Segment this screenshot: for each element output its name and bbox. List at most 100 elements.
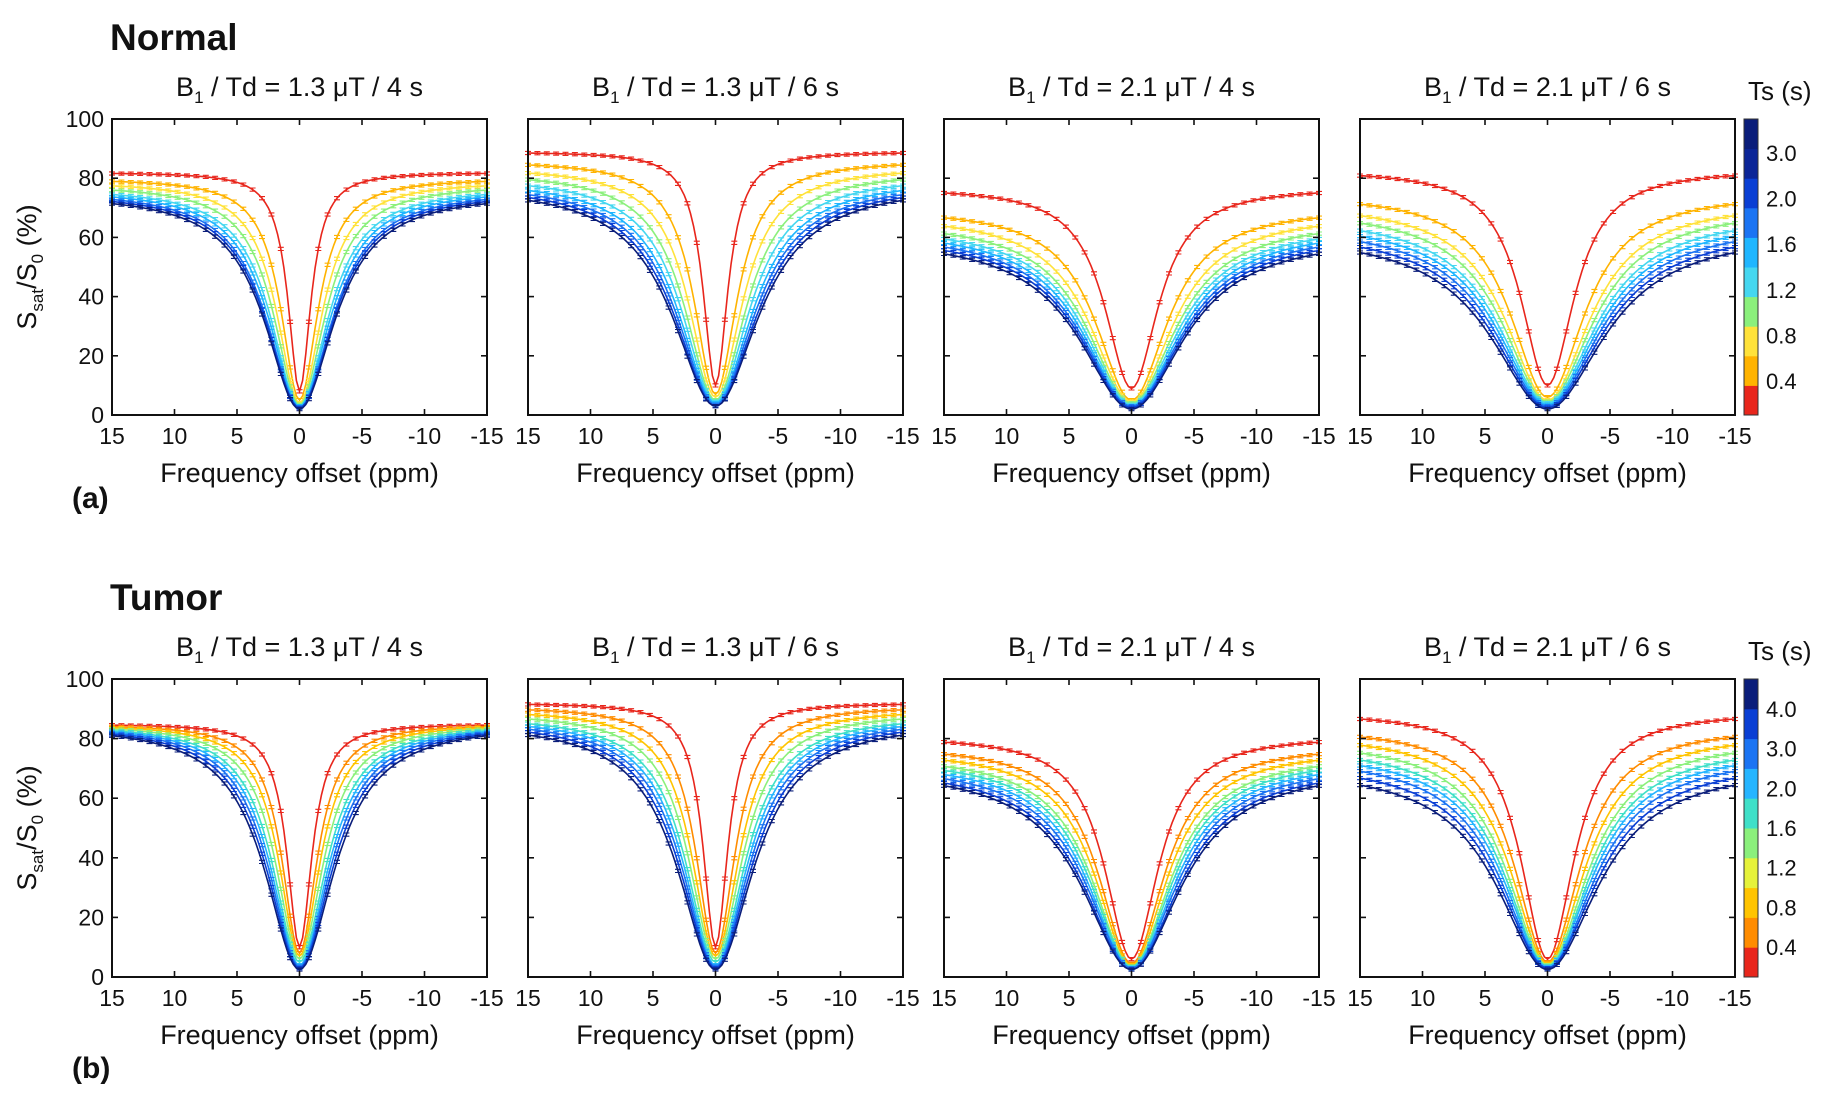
y-tick-label: 60 <box>78 224 104 250</box>
data-point-errorbar <box>1488 858 1495 863</box>
data-point-errorbar <box>184 184 190 189</box>
x-tick-label: 5 <box>647 423 660 449</box>
data-point-errorbar <box>950 225 957 230</box>
data-point-errorbar <box>1044 792 1051 797</box>
data-point-errorbar <box>1488 310 1495 315</box>
data-point-errorbar <box>1469 748 1476 754</box>
data-point-errorbar <box>1619 844 1626 850</box>
data-point-errorbar <box>437 172 444 177</box>
series-line <box>527 722 904 964</box>
data-point-errorbar <box>562 206 569 211</box>
data-point-errorbar <box>618 229 625 235</box>
data-point-errorbar <box>562 151 569 157</box>
data-point-errorbar <box>1600 317 1607 322</box>
data-point-errorbar <box>1034 819 1041 824</box>
data-point-errorbar <box>665 824 672 829</box>
data-point-errorbar <box>628 769 635 775</box>
data-point-errorbar <box>628 751 635 756</box>
data-point-errorbar <box>778 778 785 783</box>
data-point-errorbar <box>249 798 256 804</box>
data-point-errorbar <box>1694 176 1701 182</box>
data-point-errorbar <box>806 234 813 240</box>
subplot-title-sub: 1 <box>1442 88 1451 107</box>
colorbar-tick-label: 2.0 <box>1766 776 1797 801</box>
data-point-errorbar <box>1259 254 1266 260</box>
data-point-errorbar <box>193 757 200 762</box>
data-point-errorbar <box>1525 394 1532 399</box>
data-point-errorbar <box>1250 198 1257 203</box>
data-point-errorbar <box>1269 232 1276 237</box>
data-point-errorbar <box>1025 203 1032 208</box>
data-point-errorbar <box>1403 263 1410 268</box>
data-point-errorbar <box>1016 200 1022 205</box>
data-point-errorbar <box>1432 762 1438 767</box>
data-point-errorbar <box>174 748 181 753</box>
data-point-errorbar <box>778 268 785 273</box>
data-point-errorbar <box>1460 802 1467 807</box>
data-point-errorbar <box>1703 205 1710 211</box>
data-point-errorbar <box>1203 832 1210 837</box>
x-tick-label: 5 <box>1063 985 1076 1011</box>
data-point-errorbar <box>268 771 275 776</box>
data-point-errorbar <box>324 841 331 847</box>
data-point-errorbar <box>562 182 569 187</box>
data-point-errorbar <box>581 212 588 217</box>
data-point-errorbar <box>571 183 578 189</box>
data-point-errorbar <box>1006 795 1013 800</box>
series-ts-0-8 <box>525 707 906 956</box>
data-point-errorbar <box>371 751 378 757</box>
data-point-errorbar <box>609 172 616 177</box>
data-point-errorbar <box>174 214 181 219</box>
data-point-errorbar <box>646 801 653 806</box>
data-point-errorbar <box>324 341 331 346</box>
data-point-errorbar <box>806 767 813 772</box>
data-point-errorbar <box>806 229 813 235</box>
data-point-errorbar <box>390 759 397 764</box>
data-point-errorbar <box>1306 238 1313 243</box>
data-point-errorbar <box>571 152 578 157</box>
data-point-errorbar <box>665 283 672 289</box>
data-point-errorbar <box>646 786 653 791</box>
data-point-errorbar <box>815 204 822 209</box>
data-point-errorbar <box>1619 828 1626 833</box>
data-point-errorbar <box>212 728 219 733</box>
data-point-errorbar <box>1203 768 1210 774</box>
x-tick-label: 0 <box>293 423 306 449</box>
data-point-errorbar <box>1297 234 1304 239</box>
data-point-errorbar <box>637 726 644 731</box>
data-point-errorbar <box>997 235 1004 240</box>
x-tick-label: 10 <box>1410 985 1436 1011</box>
data-point-errorbar <box>1394 242 1401 247</box>
data-point-errorbar <box>249 832 256 837</box>
data-point-errorbar <box>834 216 841 222</box>
data-point-errorbar <box>240 736 247 741</box>
data-point-errorbar <box>1366 230 1373 235</box>
data-point-errorbar <box>1184 860 1191 866</box>
data-point-errorbar <box>778 746 785 751</box>
series-line <box>943 753 1320 965</box>
data-point-errorbar <box>1638 190 1645 195</box>
data-point-errorbar <box>628 156 635 161</box>
data-point-errorbar <box>212 217 219 222</box>
subplot-title-part: / Td = 2.1 μT / 4 s <box>1036 72 1255 102</box>
x-tick-label: 0 <box>1125 985 1138 1011</box>
data-point-errorbar <box>978 248 985 254</box>
data-point-errorbar <box>978 193 985 199</box>
colorbar-segment <box>1744 267 1758 298</box>
data-point-errorbar <box>693 378 700 384</box>
data-point-errorbar <box>675 815 681 821</box>
subplot-title: B1 / Td = 1.3 μT / 4 s <box>176 72 423 107</box>
data-point-errorbar <box>1657 252 1663 257</box>
data-point-errorbar <box>534 734 541 739</box>
data-point-errorbar <box>1259 263 1266 268</box>
data-point-errorbar <box>1675 243 1682 248</box>
data-point-errorbar <box>721 876 728 881</box>
data-point-errorbar <box>1287 257 1294 262</box>
data-point-errorbar <box>675 263 681 268</box>
series-ts-2 <box>525 721 906 965</box>
data-point-errorbar <box>618 744 625 750</box>
data-point-errorbar <box>871 164 878 169</box>
series-ts-4 <box>109 733 490 972</box>
data-point-errorbar <box>600 735 606 741</box>
data-point-errorbar <box>796 225 803 231</box>
